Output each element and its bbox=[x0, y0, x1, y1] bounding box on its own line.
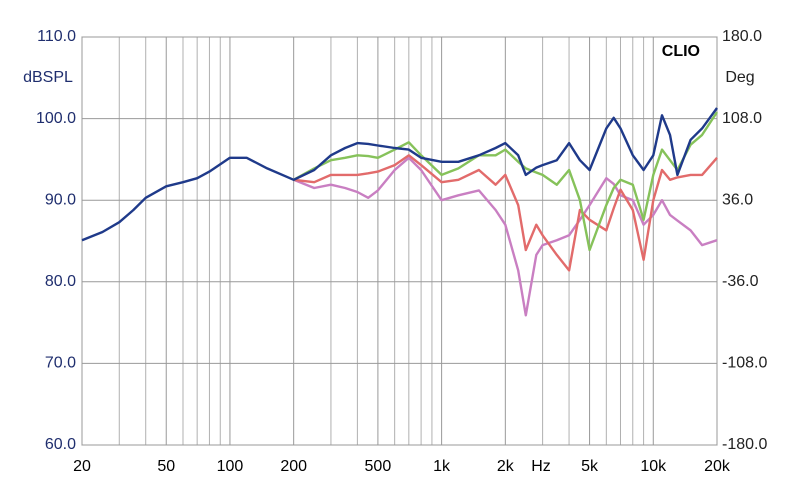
y2-tick-label: 108.0 bbox=[722, 110, 762, 127]
x-axis-label: Hz bbox=[531, 458, 551, 475]
x-tick-label: 20 bbox=[73, 458, 91, 475]
y-tick-label: 70.0 bbox=[45, 355, 76, 372]
y2-tick-label: -180.0 bbox=[722, 436, 767, 453]
y-tick-label: 80.0 bbox=[45, 273, 76, 290]
series-line bbox=[293, 156, 718, 317]
y2-tick-label: -108.0 bbox=[722, 355, 767, 372]
x-tick-label: 100 bbox=[217, 458, 244, 475]
x-tick-label: 50 bbox=[157, 458, 175, 475]
x-tick-label: 200 bbox=[280, 458, 307, 475]
x-tick-label: 10k bbox=[640, 458, 667, 475]
x-tick-label: 1k bbox=[433, 458, 451, 475]
x-tick-label: 500 bbox=[365, 458, 392, 475]
series-line bbox=[81, 107, 718, 242]
series-line bbox=[293, 154, 718, 272]
x-tick-label: 2k bbox=[497, 458, 515, 475]
x-tick-label: 5k bbox=[581, 458, 599, 475]
y-tick-label: 90.0 bbox=[45, 191, 76, 208]
plot-frame bbox=[81, 36, 718, 446]
y-tick-label: 100.0 bbox=[36, 110, 76, 127]
y-tick-label: 110.0 bbox=[37, 28, 76, 45]
y2-tick-label: 180.0 bbox=[722, 28, 762, 45]
x-tick-label: 20k bbox=[704, 458, 731, 475]
y2-tick-label: 36.0 bbox=[722, 191, 753, 208]
y-axis-label: dBSPL bbox=[23, 69, 73, 86]
y2-tick-label: -36.0 bbox=[722, 273, 759, 290]
y2-axis-label: Deg bbox=[725, 69, 754, 86]
annotation: CLIO bbox=[662, 43, 700, 60]
series-line bbox=[293, 111, 719, 252]
y-tick-label: 60.0 bbox=[45, 436, 76, 453]
